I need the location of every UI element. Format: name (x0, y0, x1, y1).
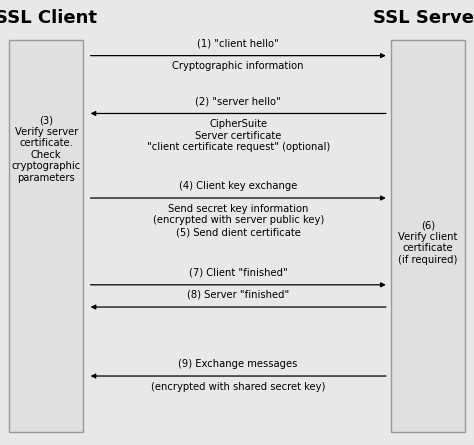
Text: Send secret key information
(encrypted with server public key)
(5) Send dient ce: Send secret key information (encrypted w… (153, 204, 324, 237)
Text: (3)
Verify server
certificate.
Check
cryptographic
parameters: (3) Verify server certificate. Check cry… (11, 115, 81, 183)
Text: (2) "server hello": (2) "server hello" (195, 97, 281, 106)
Text: (9) Exchange messages: (9) Exchange messages (179, 359, 298, 369)
Text: SSL Client: SSL Client (0, 9, 97, 27)
Text: CipherSuite
Server certificate
"client certificate request" (optional): CipherSuite Server certificate "client c… (146, 119, 330, 153)
Bar (9, 40, 83, 432)
Text: (6)
Verify client
certificate
(if required): (6) Verify client certificate (if requir… (398, 220, 457, 265)
Text: Cryptographic information: Cryptographic information (173, 61, 304, 71)
Text: (8) Server "finished": (8) Server "finished" (187, 290, 289, 300)
Text: SSL Server: SSL Server (373, 9, 474, 27)
Text: (1) "client hello": (1) "client hello" (197, 39, 279, 49)
Text: (7) Client "finished": (7) Client "finished" (189, 268, 288, 278)
Text: (4) Client key exchange: (4) Client key exchange (179, 181, 297, 191)
Text: (encrypted with shared secret key): (encrypted with shared secret key) (151, 382, 325, 392)
Bar (391, 40, 465, 432)
